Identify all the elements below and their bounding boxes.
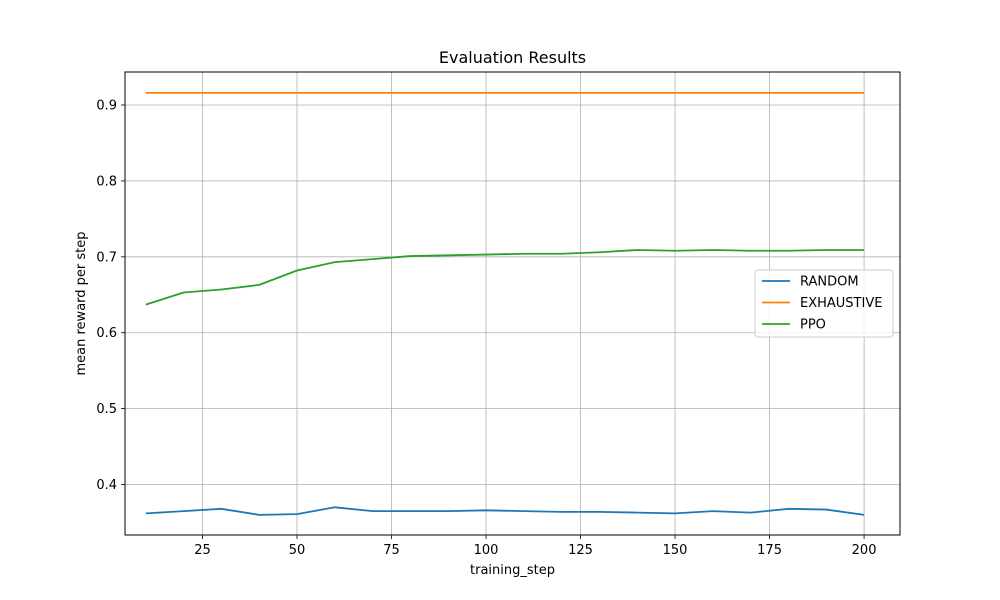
x-tick-label: 100 bbox=[474, 543, 499, 558]
plot-frame bbox=[124, 71, 901, 536]
y-tick-label: 0.6 bbox=[96, 326, 117, 341]
x-axis-label: training_step bbox=[470, 563, 555, 578]
legend-label-random: RANDOM bbox=[800, 275, 859, 290]
x-tick-label: 25 bbox=[194, 543, 211, 558]
legend-label-ppo: PPO bbox=[800, 318, 826, 333]
x-tick-label: 150 bbox=[663, 543, 688, 558]
legend-box bbox=[754, 269, 894, 338]
y-tick-label: 0.8 bbox=[96, 174, 117, 189]
y-tick-label: 0.4 bbox=[96, 478, 117, 493]
y-tick-label: 0.5 bbox=[96, 402, 117, 417]
y-axis-label: mean reward per step bbox=[74, 231, 89, 375]
x-tick-label: 75 bbox=[383, 543, 400, 558]
legend: RANDOM EXHAUSTIVE PPO bbox=[754, 269, 894, 338]
chart-title: Evaluation Results bbox=[439, 48, 586, 67]
x-tick-label: 200 bbox=[852, 543, 877, 558]
legend-label-exhaustive: EXHAUSTIVE bbox=[800, 296, 882, 311]
plot-lines bbox=[145, 91, 865, 516]
x-tick-label: 125 bbox=[568, 543, 593, 558]
x-tick-label: 50 bbox=[289, 543, 306, 558]
axis-ticks: 25 50 75 100 125 150 175 200 0.4 0.5 0.6 0.7 0.8 0.9 bbox=[96, 99, 876, 558]
y-tick-label: 0.9 bbox=[96, 99, 117, 114]
y-tick-label: 0.7 bbox=[96, 250, 117, 265]
x-tick-label: 175 bbox=[757, 543, 782, 558]
series-line-random bbox=[145, 506, 865, 516]
series-line-ppo bbox=[145, 249, 865, 306]
